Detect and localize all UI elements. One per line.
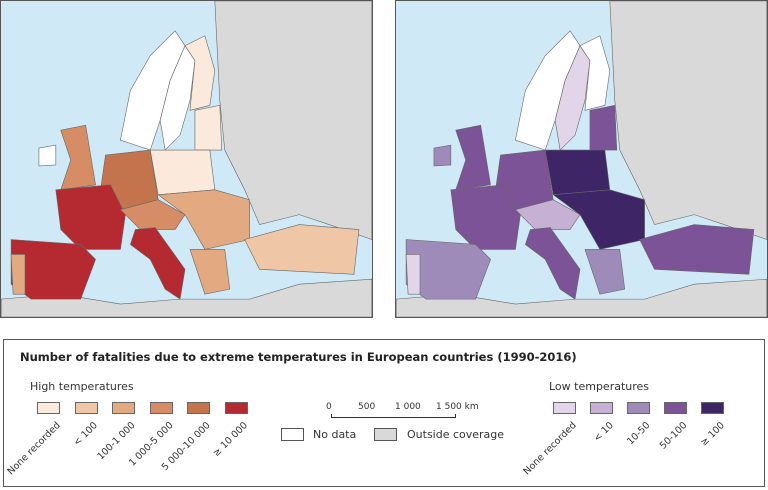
scale-tick: 1 000 — [395, 402, 421, 412]
turkey — [244, 224, 360, 275]
central — [119, 199, 186, 230]
baltics — [589, 104, 618, 151]
ireland — [38, 144, 57, 167]
low-label: 50-100 — [658, 420, 690, 452]
italy — [130, 227, 186, 300]
high-swatch — [112, 402, 135, 414]
scale-tick: 1 500 km — [436, 402, 479, 412]
map-low-temperatures — [395, 0, 768, 318]
scale-tick: 0 — [326, 402, 332, 412]
low-swatch — [664, 402, 687, 414]
low-label: < 10 — [591, 420, 616, 445]
central — [514, 199, 581, 230]
legend: Number of fatalities due to extreme temp… — [3, 339, 765, 487]
high-label: ≥ 10 000 — [211, 420, 251, 460]
high-swatch — [224, 402, 248, 414]
greece — [189, 249, 231, 295]
uk — [455, 124, 491, 191]
spain — [405, 239, 491, 300]
low-swatch — [553, 402, 576, 414]
high-swatch — [149, 402, 173, 414]
low-swatch — [627, 402, 650, 414]
france — [55, 184, 126, 250]
outside-east — [214, 1, 372, 240]
sweden — [554, 45, 591, 151]
baltics — [194, 104, 223, 151]
map-high-svg — [1, 1, 372, 317]
low-swatch — [701, 402, 724, 414]
sweden — [159, 45, 196, 151]
no-data-swatch — [281, 428, 304, 441]
france — [450, 184, 521, 250]
low-label: None recorded — [521, 420, 579, 478]
low-swatch — [590, 402, 613, 414]
finland — [184, 35, 216, 111]
high-heading: High temperatures — [30, 380, 134, 393]
uk — [60, 124, 96, 191]
high-swatch — [74, 402, 98, 414]
high-swatch — [37, 402, 60, 414]
low-label: ≥ 100 — [698, 420, 727, 449]
spain — [10, 239, 96, 300]
portugal — [405, 254, 421, 295]
outside-coverage-label: Outside coverage — [407, 428, 505, 441]
turkey — [639, 224, 755, 275]
greece — [584, 249, 626, 295]
italy — [525, 227, 581, 300]
scale-tick: 500 — [358, 402, 376, 412]
low-heading: Low temperatures — [549, 380, 650, 393]
high-swatch — [187, 402, 210, 414]
outside-africa — [396, 278, 767, 317]
no-data-label: No data — [313, 428, 357, 441]
outside-coverage-swatch — [374, 428, 397, 441]
low-label: 10-50 — [625, 420, 653, 448]
poland — [544, 149, 611, 196]
finland — [579, 35, 611, 111]
legend-title: Number of fatalities due to extreme temp… — [20, 350, 577, 364]
map-high-temperatures — [0, 0, 373, 318]
high-label: < 100 — [71, 420, 101, 449]
portugal — [10, 254, 26, 295]
high-label: None recorded — [5, 420, 63, 478]
outside-africa — [1, 278, 372, 317]
map-low-svg — [396, 1, 767, 317]
ireland — [433, 144, 452, 167]
poland — [149, 149, 216, 196]
outside-east — [609, 1, 767, 240]
